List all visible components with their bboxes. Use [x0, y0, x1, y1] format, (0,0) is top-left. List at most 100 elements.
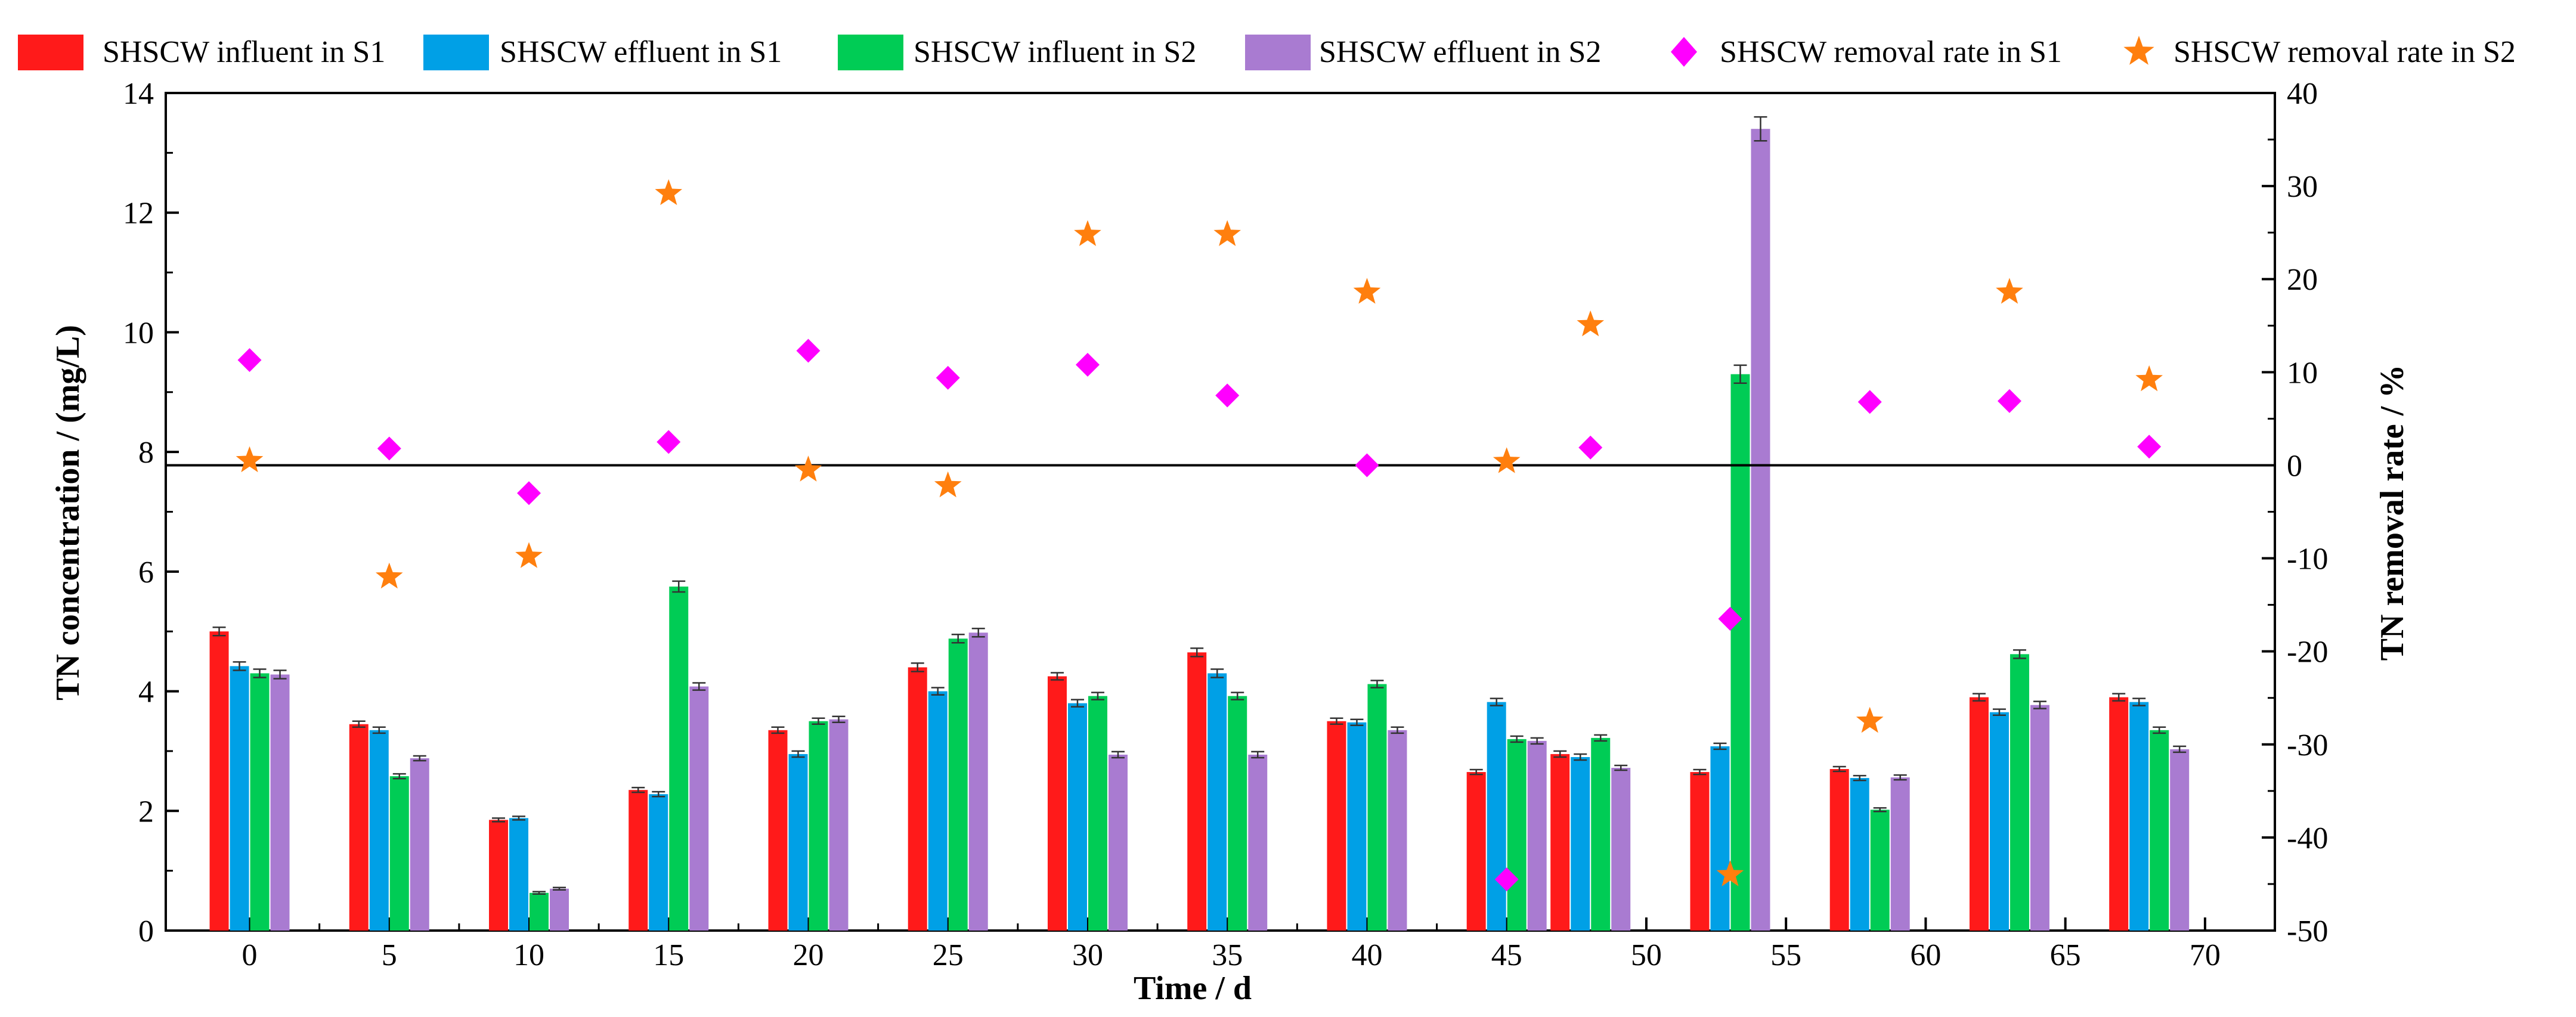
y-right-tick-label: 0: [2287, 449, 2302, 483]
y-axis-right-title: TN removal rate / %: [2374, 365, 2411, 661]
legend-marker-removal-s2: [2123, 36, 2154, 65]
bar-1: [349, 724, 369, 931]
y-right-tick-label: -20: [2287, 635, 2328, 669]
removal-s1-point: [657, 430, 681, 454]
removal-s2-point: [1213, 220, 1241, 246]
y-left-tick-label: 10: [123, 316, 154, 350]
bar-4: [1388, 730, 1407, 931]
removal-s1-point: [1494, 867, 1519, 892]
y-left-tick-label: 12: [123, 197, 154, 231]
bar-4: [1890, 777, 1910, 931]
legend-label-effluent-s1: SHSCW effluent in S1: [500, 35, 782, 69]
removal-s1-point: [1857, 390, 1882, 414]
bar-3: [1228, 696, 1247, 931]
removal-s1-point: [377, 436, 401, 461]
removal-s2-point: [1716, 860, 1744, 886]
y-right-tick-label: -40: [2287, 821, 2328, 855]
y-axis-left: 0 2 4 6 8 10 12 14: [123, 77, 179, 948]
legend-marker-removal-s1: [1671, 37, 1697, 67]
bar-4: [968, 632, 988, 931]
y-left-tick-label: 4: [138, 675, 154, 709]
removal-s1-point: [517, 481, 541, 506]
x-tick-label: 0: [242, 938, 258, 972]
legend-label-removal-s1: SHSCW removal rate in S1: [1720, 35, 2062, 69]
bar-3: [1367, 684, 1387, 931]
bar-4: [270, 674, 290, 931]
bar-2: [928, 691, 948, 931]
y-right-tick-label: 20: [2287, 263, 2318, 297]
legend-swatch-influent-s2: [838, 35, 903, 70]
removal-s2-point: [1577, 310, 1605, 337]
removal-s1-point: [1997, 389, 2021, 413]
y-right-tick-label: -10: [2287, 542, 2328, 576]
bar-4: [829, 719, 849, 931]
bar-4: [1527, 740, 1547, 931]
bar-2: [230, 666, 249, 931]
x-tick-label: 45: [1491, 938, 1522, 972]
bar-2: [1487, 702, 1506, 931]
bar-3: [530, 892, 549, 931]
removal-s2-point: [236, 446, 264, 473]
x-tick-label: 55: [1770, 938, 1801, 972]
bar-2: [369, 730, 389, 931]
x-tick-label: 35: [1212, 938, 1243, 972]
removal-s1-point: [1355, 453, 1379, 478]
bar-1: [1327, 721, 1346, 931]
x-tick-label: 60: [1910, 938, 1941, 972]
bar-3: [389, 776, 409, 931]
removal-s2-point: [376, 562, 403, 589]
x-tick-label: 20: [792, 938, 823, 972]
legend: SHSCW influent in S1 SHSCW effluent in S…: [18, 35, 2516, 70]
x-tick-label: 30: [1072, 938, 1103, 972]
removal-s1-point: [1718, 607, 1742, 631]
bar-1: [1466, 772, 1486, 931]
bar-4: [1751, 129, 1770, 931]
bar-1: [1969, 697, 1989, 931]
removal-s2-point: [794, 455, 822, 482]
bar-3: [250, 673, 270, 931]
bar-4: [550, 888, 569, 931]
y-right-tick-label: -50: [2287, 914, 2328, 948]
removal-s1-point: [2137, 435, 2162, 459]
x-tick-label: 70: [2190, 938, 2221, 972]
bar-2: [1710, 746, 1730, 931]
bar-2: [649, 794, 668, 931]
bar-3: [1088, 696, 1107, 931]
bar-4: [410, 758, 429, 931]
removal-s2-point: [1996, 278, 2023, 304]
y-axis-left-title: TN concentration / (mg/L): [49, 325, 86, 700]
bar-2: [1208, 673, 1227, 931]
bar-3: [2010, 654, 2029, 931]
y-left-tick-label: 0: [138, 914, 154, 948]
bar-4: [2170, 749, 2190, 931]
removal-s1-point: [1215, 383, 1240, 408]
bar-3: [669, 586, 689, 931]
legend-swatch-influent-s1: [18, 35, 83, 70]
x-tick-label: 10: [513, 938, 544, 972]
legend-label-influent-s2: SHSCW influent in S2: [914, 35, 1196, 69]
removal-s1-point: [237, 348, 262, 373]
bar-4: [689, 686, 709, 931]
bar-2: [2129, 702, 2149, 931]
legend-label-effluent-s2: SHSCW effluent in S2: [1319, 35, 1601, 69]
bar-1: [1187, 652, 1207, 931]
bar-1: [1550, 754, 1570, 931]
bar-4: [1248, 754, 1268, 931]
bar-1: [1047, 676, 1067, 931]
bar-1: [1690, 772, 1710, 931]
bar-4: [1108, 754, 1128, 931]
removal-s2-point: [2135, 365, 2163, 392]
y-left-tick-label: 14: [123, 77, 154, 111]
bar-3: [809, 721, 828, 931]
bar-2: [1571, 756, 1590, 931]
x-tick-label: 65: [2050, 938, 2081, 972]
bar-2: [1067, 703, 1087, 931]
removal-s2-point: [1353, 278, 1381, 304]
bar-3: [1591, 737, 1611, 931]
y-left-tick-label: 8: [138, 436, 154, 470]
bar-1: [628, 790, 648, 931]
removal-s2-point: [1856, 706, 1884, 733]
x-tick-label: 40: [1351, 938, 1382, 972]
bar-4: [2030, 705, 2049, 931]
bar-2: [1850, 778, 1869, 931]
